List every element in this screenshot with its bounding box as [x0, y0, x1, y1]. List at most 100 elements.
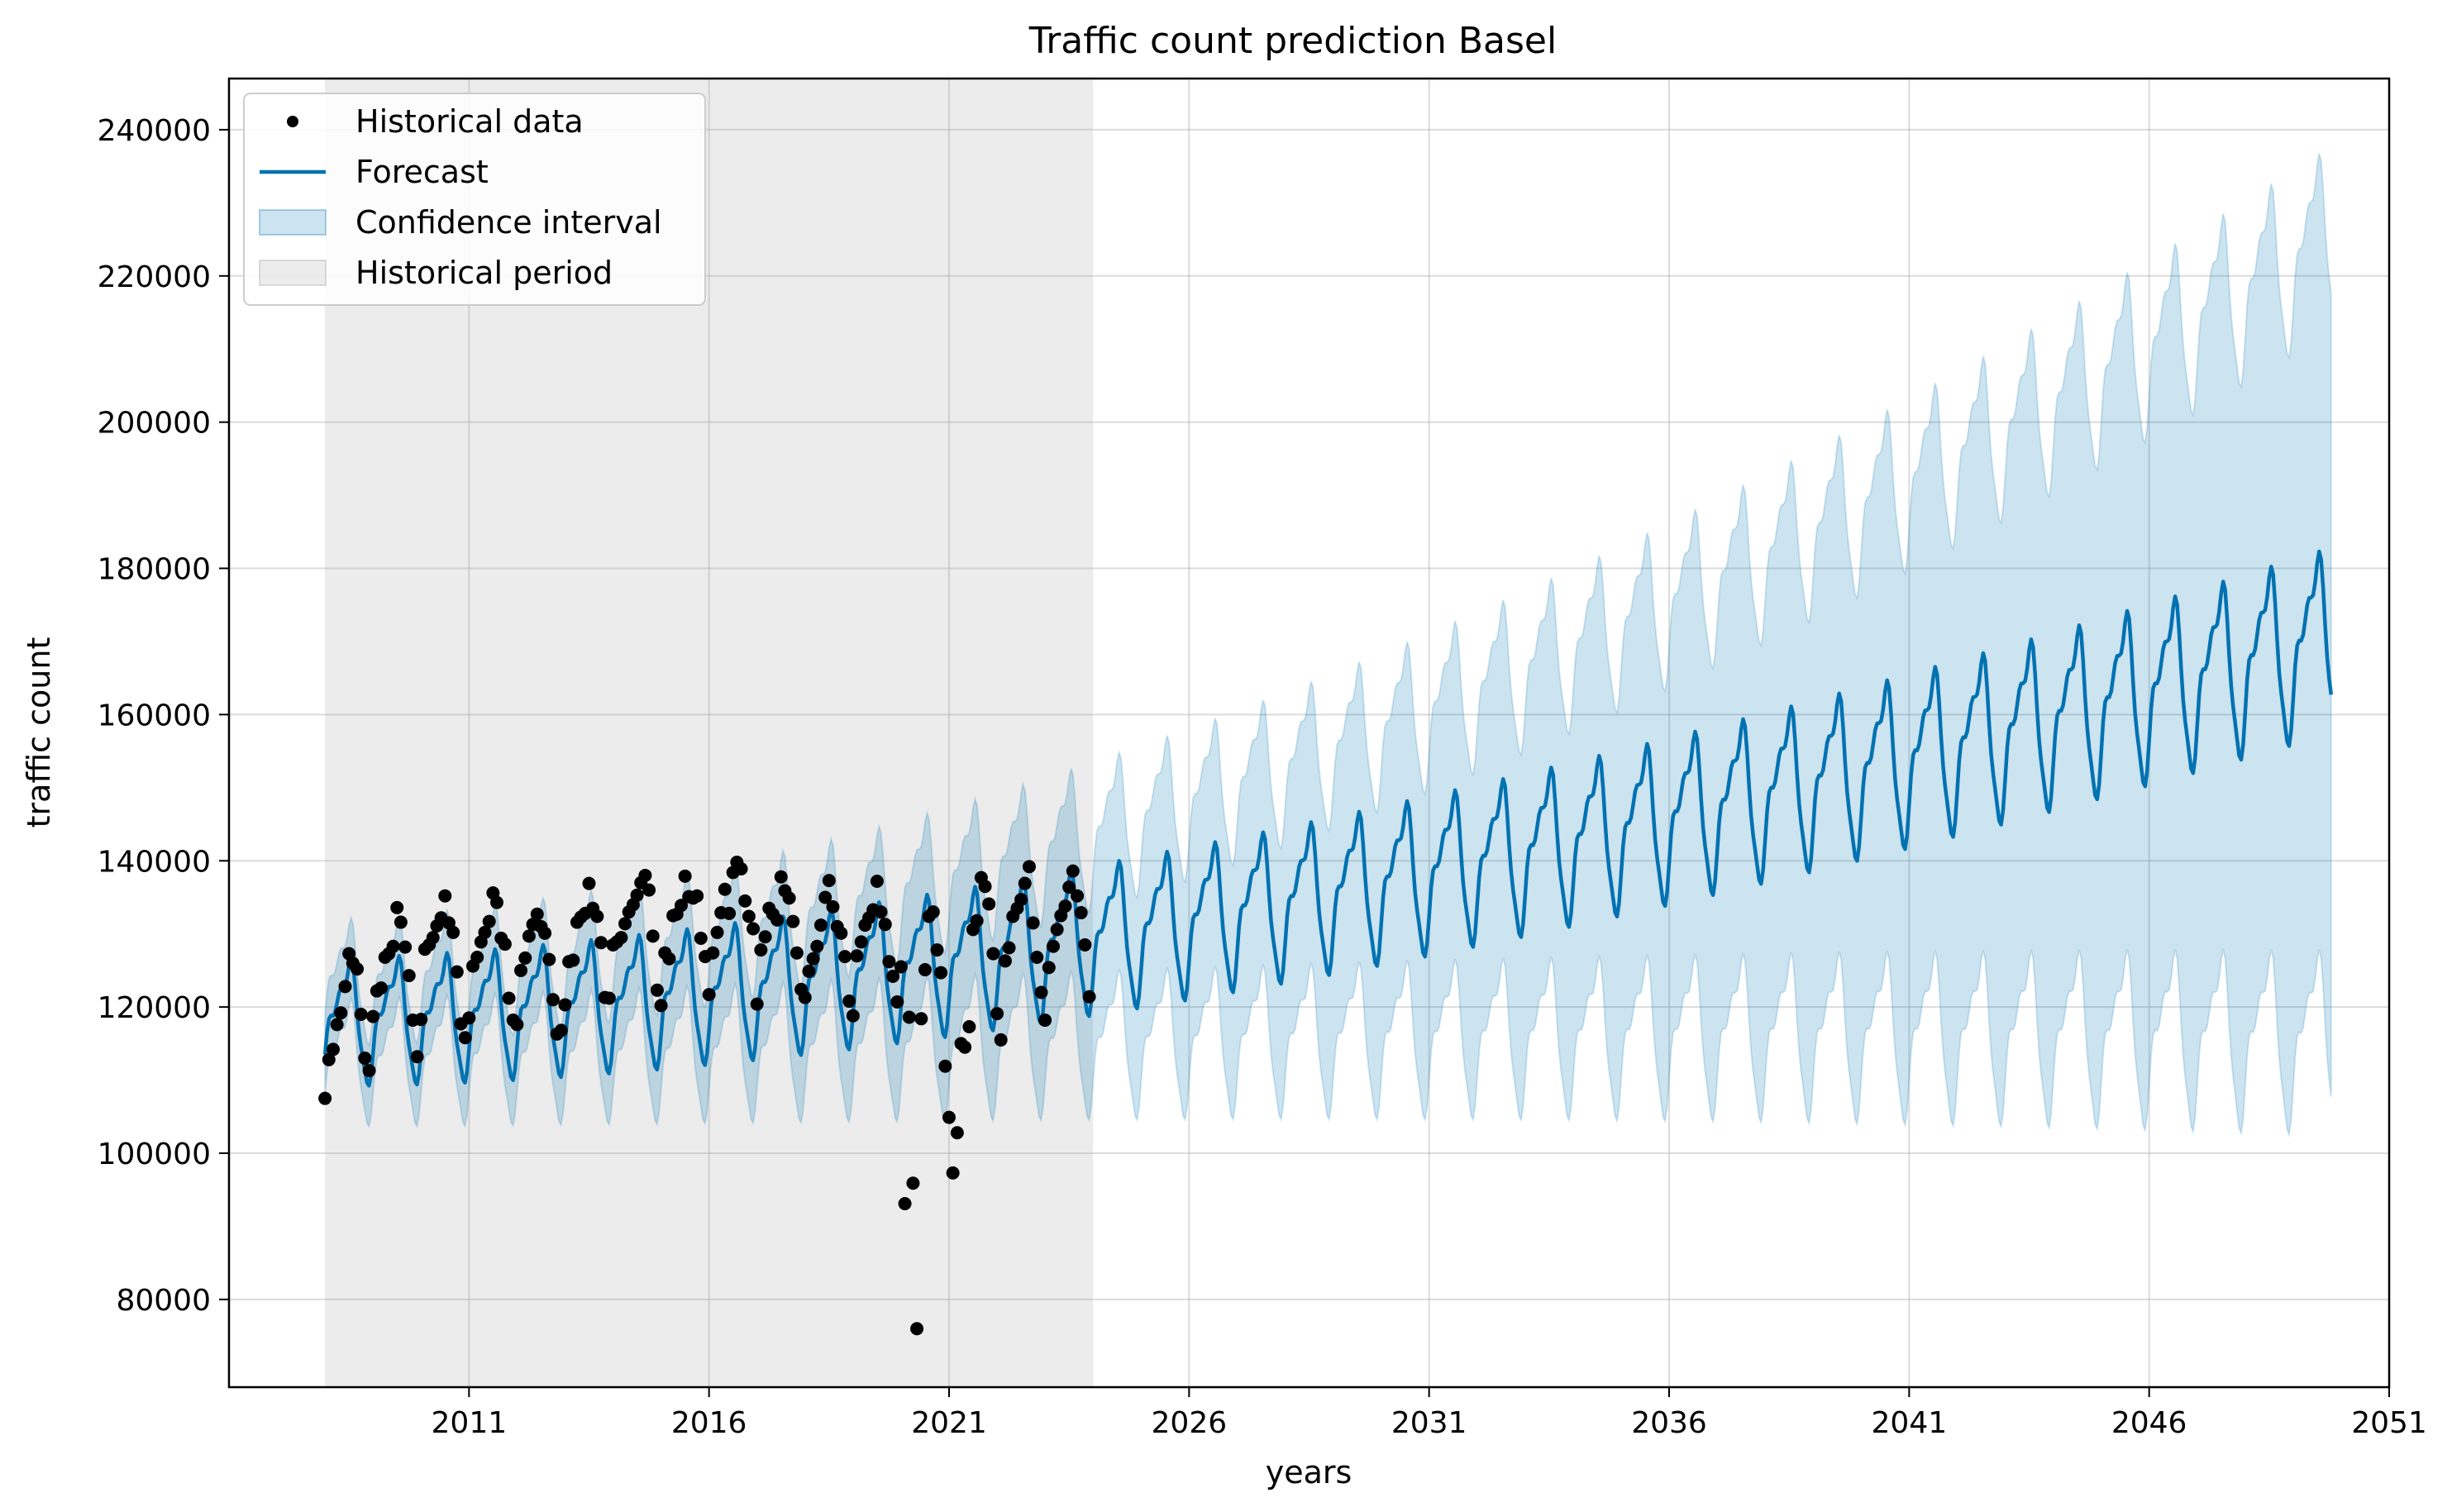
historical-data-point: [942, 1110, 956, 1124]
historical-data-point: [662, 952, 676, 966]
y-tick-label: 160000: [98, 699, 211, 732]
y-tick-label: 140000: [98, 845, 211, 879]
historical-data-point: [514, 963, 528, 977]
historical-data-point: [878, 918, 892, 932]
historical-data-point: [1071, 889, 1085, 903]
historical-data-point: [327, 1042, 341, 1056]
historical-data-point: [318, 1091, 332, 1105]
historical-data-point: [802, 964, 816, 978]
historical-data-point: [834, 926, 848, 940]
x-axis-ticks: 2011 2016 2021 2026 2031 2036 2041 2046 2051: [432, 1387, 2427, 1440]
legend: Historical data Forecast Confidence inte…: [243, 93, 706, 306]
historical-data-point: [618, 917, 632, 931]
historical-data-point: [813, 918, 828, 932]
legend-label-historical-period: Historical period: [355, 255, 613, 291]
x-tick-label: 2011: [432, 1406, 508, 1440]
historical-data-point: [747, 922, 761, 936]
y-tick-label: 220000: [98, 260, 211, 294]
historical-data-point: [498, 937, 512, 952]
historical-data-point: [330, 1018, 344, 1032]
historical-data-point: [926, 905, 940, 919]
historical-data-point: [1082, 990, 1096, 1004]
historical-data-point: [770, 913, 785, 927]
historical-data-point: [970, 913, 984, 928]
historical-data-point: [706, 946, 720, 960]
historical-data-point: [790, 946, 804, 960]
historical-data-point: [410, 1050, 424, 1064]
historical-data-point: [754, 943, 768, 957]
historical-data-point: [482, 914, 496, 928]
historical-data-point: [986, 947, 1000, 961]
plot-frame: [227, 77, 2391, 1389]
historical-data-point: [750, 997, 764, 1011]
historical-data-point: [1026, 916, 1040, 930]
historical-data-point: [837, 950, 852, 964]
historical-data-point: [1002, 941, 1016, 955]
historical-data-point: [630, 888, 644, 902]
chart-title: Traffic count prediction Basel: [1028, 20, 1557, 62]
historical-data-point: [774, 870, 788, 884]
historical-data-point: [930, 943, 944, 957]
historical-data-point: [426, 931, 440, 945]
historical-data-point: [642, 883, 656, 897]
y-tick-label: 120000: [98, 991, 211, 1025]
legend-marker-historical-period: [259, 260, 327, 286]
historical-data-point: [338, 980, 352, 994]
historical-data-point: [1014, 893, 1028, 907]
forecast-line: [322, 549, 2334, 1088]
historical-data-point: [582, 876, 596, 890]
historical-data-point: [566, 953, 580, 967]
historical-data-point: [950, 1126, 964, 1140]
historical-data-point: [446, 925, 460, 939]
historical-data-point: [898, 1197, 912, 1211]
historical-data-point: [458, 1031, 472, 1045]
historical-data-point: [782, 891, 796, 905]
historical-data-point: [822, 874, 836, 888]
historical-data-point: [386, 939, 400, 953]
historical-data-point: [354, 1007, 368, 1021]
historical-data-point: [538, 926, 552, 940]
historical-data-point: [910, 1322, 924, 1336]
historical-data-point: [738, 894, 752, 908]
historical-data-point: [602, 991, 616, 1005]
historical-data-point: [758, 930, 772, 944]
x-tick-label: 2041: [1872, 1406, 1948, 1440]
historical-data-point: [470, 950, 484, 964]
historical-data-point: [742, 909, 756, 923]
historical-data-point: [818, 890, 832, 904]
historical-data-point: [1058, 899, 1072, 913]
historical-data-point: [990, 1007, 1004, 1021]
historical-data-point: [366, 1009, 380, 1023]
historical-data-point: [962, 1020, 976, 1034]
historical-data-point: [1022, 860, 1036, 874]
historical-data-point: [934, 966, 948, 980]
historical-data-point: [874, 905, 888, 919]
historical-data-point: [674, 899, 688, 913]
historical-data-point: [654, 999, 668, 1013]
x-tick-label: 2031: [1391, 1406, 1467, 1440]
historical-data-point: [1062, 880, 1076, 894]
x-tick-label: 2046: [2111, 1406, 2187, 1440]
y-tick-label: 200000: [98, 407, 211, 441]
historical-data-point: [590, 909, 604, 923]
historical-data-point: [690, 889, 704, 903]
historical-data-point: [870, 875, 884, 889]
historical-data-point: [1038, 1014, 1052, 1028]
y-axis-label: traffic count: [21, 637, 57, 828]
legend-label-forecast: Forecast: [355, 154, 489, 190]
historical-data-point: [1066, 864, 1080, 878]
historical-data-point: [402, 969, 416, 983]
historical-data-point: [530, 907, 544, 921]
historical-data-point: [958, 1040, 972, 1054]
historical-data-point: [810, 939, 824, 953]
historical-data-point: [938, 1059, 952, 1073]
historical-data-point: [646, 929, 660, 943]
historical-data-point: [558, 998, 572, 1012]
historical-data-point: [718, 882, 732, 896]
historical-data-point: [334, 1006, 348, 1020]
historical-data-point: [414, 1013, 428, 1027]
historical-data-point: [826, 899, 840, 913]
historical-data-point: [351, 962, 365, 976]
historical-data-point: [842, 994, 856, 1009]
historical-data-point: [478, 925, 492, 939]
